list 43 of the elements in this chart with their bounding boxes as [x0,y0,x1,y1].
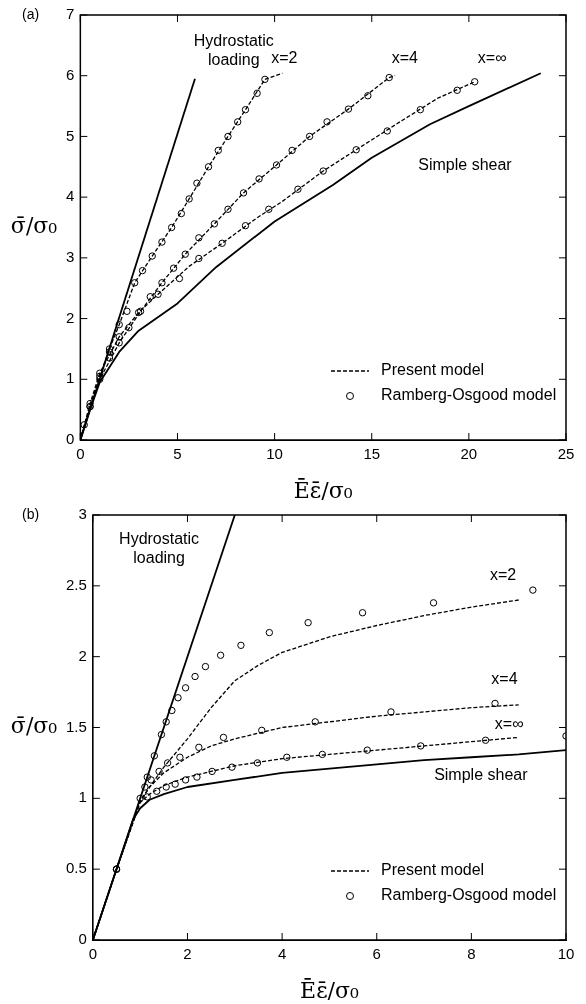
x-tick-label: 6 [372,945,381,963]
x-tick-label: 10 [557,945,575,963]
y-tick-label: 3 [78,505,87,523]
y-tick-label: 1.5 [65,717,87,735]
y-tick-label: 0 [78,930,87,948]
y-axis-title: σ̄/σ₀ [10,713,58,739]
legend-label: Ramberg-Osgood model [381,386,557,404]
annotation: x=∞ [477,49,507,67]
x-tick-label: 10 [266,445,283,463]
y-tick-label: 2.5 [65,575,87,593]
chart-title: (a) [22,5,40,22]
x-tick-label: 2 [183,945,192,963]
annotation: Simple shear [418,155,513,173]
y-tick-label: 4 [66,187,75,205]
y-axis-title: σ̄/σ₀ [10,213,58,239]
y-tick-label: 0.5 [65,859,87,877]
annotation: x=4 [391,49,418,67]
x-tick-label: 25 [557,445,575,463]
y-tick-label: 0 [66,430,75,448]
y-tick-label: 1 [78,788,87,806]
y-tick-label: 3 [66,248,75,265]
y-tick-label: 2 [66,308,75,326]
x-axis-title: Ēε̄/σ₀ [293,477,353,503]
x-tick-label: 4 [277,945,287,963]
x-axis-title: Ēε̄/σ₀ [300,977,359,1003]
x-tick-label: 8 [467,945,476,963]
annotation: x=2 [489,566,517,584]
y-tick-label: 2 [78,646,87,664]
chart-title: (b) [22,505,40,522]
legend-label: Present model [381,861,485,879]
annotation: x=∞ [494,714,524,732]
annotation: Simple shear [434,765,529,783]
legend-label: Present model [381,361,485,379]
x-tick-label: 15 [363,445,381,463]
legend-label: Ramberg-Osgood model [381,886,557,904]
x-tick-label: 5 [173,445,182,463]
annotation: x=4 [491,669,518,687]
y-tick-label: 7 [66,5,75,23]
x-tick-label: 20 [460,445,478,463]
annotation: Hydrostatic loading [119,529,200,566]
y-tick-label: 1 [66,369,75,387]
y-tick-label: 6 [66,65,75,83]
y-tick-label: 5 [66,126,75,144]
